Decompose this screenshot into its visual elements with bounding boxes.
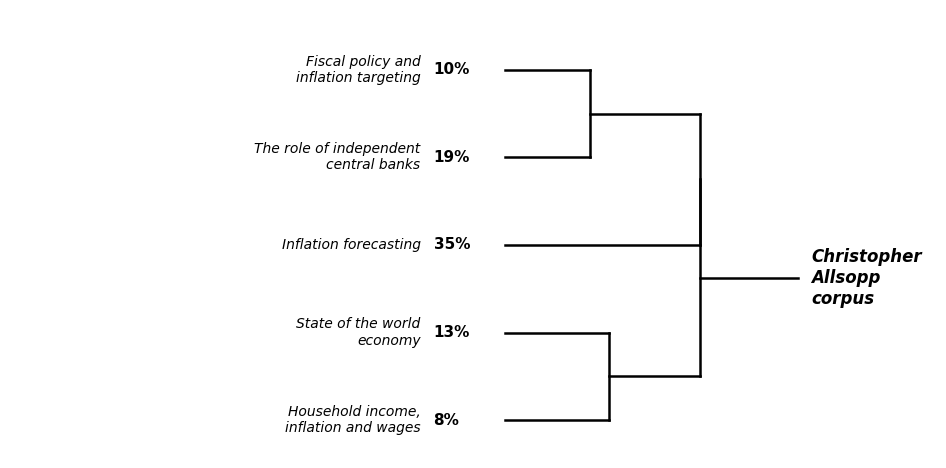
- Text: State of the world
economy: State of the world economy: [296, 317, 421, 348]
- Text: Inflation forecasting: Inflation forecasting: [282, 238, 421, 252]
- Text: Christopher
Allsopp
corpus: Christopher Allsopp corpus: [811, 248, 921, 307]
- Text: 19%: 19%: [433, 150, 470, 165]
- Text: Household income,
inflation and wages: Household income, inflation and wages: [285, 405, 421, 435]
- Text: 13%: 13%: [433, 325, 470, 340]
- Text: The role of independent
central banks: The role of independent central banks: [254, 142, 421, 173]
- Text: 10%: 10%: [433, 62, 470, 77]
- Text: Fiscal policy and
inflation targeting: Fiscal policy and inflation targeting: [296, 55, 421, 85]
- Text: 35%: 35%: [433, 237, 470, 252]
- Text: 8%: 8%: [433, 413, 460, 428]
